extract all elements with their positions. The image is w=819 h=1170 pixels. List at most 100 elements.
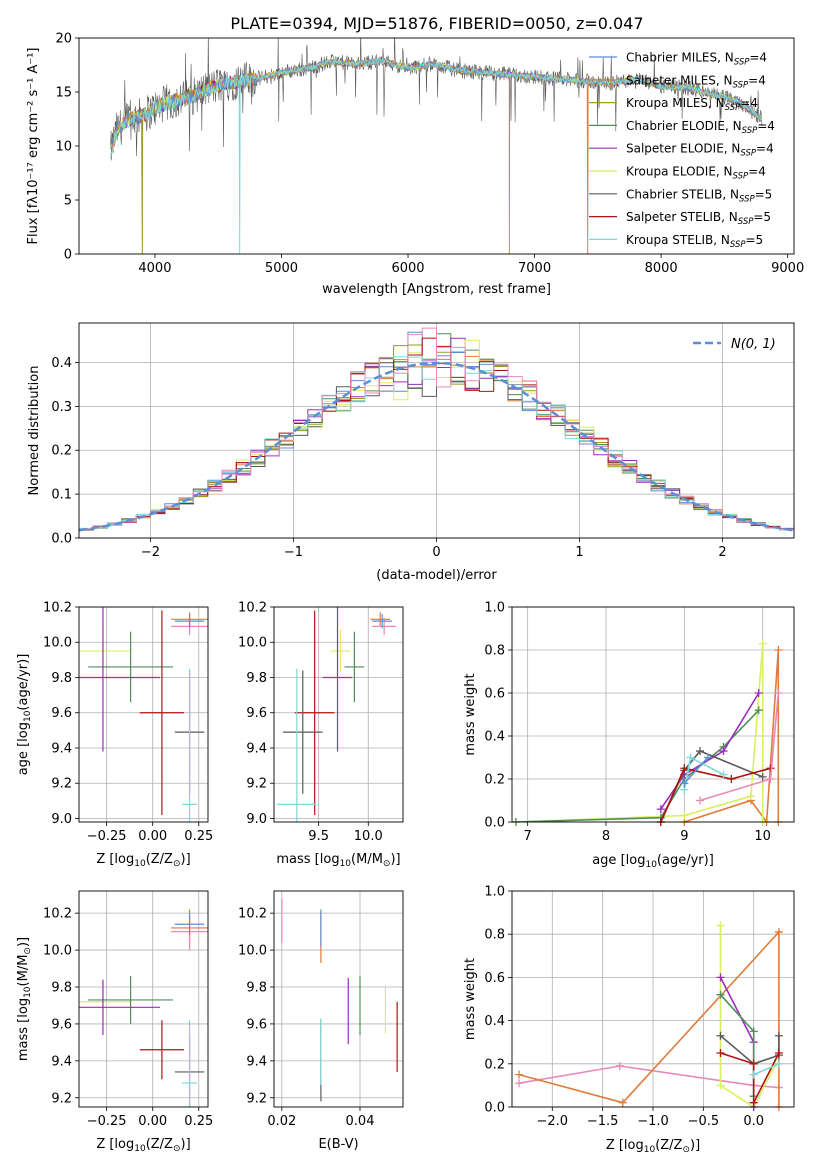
axis-label-part: ⊙ [23, 947, 33, 955]
weight-marker-salpeter_stelib [749, 1098, 758, 1107]
x-axis-label: (data-model)/error [376, 568, 497, 583]
axis-label-part: mass [log [16, 998, 31, 1061]
axis-label-part: )] [16, 937, 31, 947]
x-axis-label: Z [log10(Z/Z⊙)] [96, 852, 190, 869]
y-tick-label: 0.0 [484, 1101, 505, 1116]
axis-label-part: )] [390, 852, 400, 867]
legend-eq: =5 [755, 187, 773, 201]
weight-marker-kroupa_stelib [774, 1059, 783, 1068]
legend-name: Chabrier MILES, N [626, 51, 734, 65]
y-tick-label: 9.4 [51, 1054, 72, 1069]
x-tick-label: 0 [432, 545, 440, 560]
legend-eq: =4 [748, 165, 766, 179]
y-tick-label: 9.8 [246, 671, 267, 686]
x-axis-label: E(B-V) [318, 1137, 358, 1152]
x-tick-label: 0.0 [743, 1114, 764, 1129]
legend-sub: SSP [725, 103, 741, 113]
y-tick-label: 10.2 [238, 907, 267, 922]
y-tick-label: 0.6 [484, 687, 505, 702]
legend-name: Kroupa MILES, N [626, 96, 725, 110]
legend-name: Chabrier ELODIE, N [626, 119, 742, 133]
axis-label-part: ⊙ [682, 1145, 690, 1155]
axes-frame [511, 606, 795, 823]
legend-label: Chabrier MILES, NSSP=4 [626, 51, 767, 68]
x-axis-label: wavelength [Angstrom, rest frame] [322, 282, 551, 297]
y-tick-label: 10.0 [43, 944, 72, 959]
x-tick-label: 10 [754, 829, 771, 844]
y-tick-label: 9.2 [246, 777, 267, 792]
y-tick-label: 10.0 [43, 636, 72, 651]
x-tick-label: 2 [718, 545, 726, 560]
weight-marker-chabrier_elodie [716, 990, 725, 999]
legend-name: Chabrier STELIB, N [626, 187, 739, 201]
axis-label-part: 10 [340, 859, 352, 869]
weight-marker-kroupa_stelib [719, 770, 728, 779]
y-tick-label: 0.0 [51, 532, 72, 547]
y-tick-label: 1.0 [484, 601, 505, 616]
weight-marker-kroupa_elodie [716, 1081, 725, 1090]
y-tick-label: 20 [55, 32, 72, 47]
axis-label-part: )] [181, 852, 191, 867]
legend-eq: =4 [757, 119, 775, 133]
y-tick-label: 0.1 [51, 488, 72, 503]
x-tick-label: 0.02 [267, 1114, 296, 1129]
y-tick-label: 0.2 [51, 444, 72, 459]
legend-sub: SSP [739, 194, 755, 204]
residual-hist-chart: −2 −1 0 1 2 0.0 0.1 0.2 0.3 0.4 (data-model)/error… [27, 322, 795, 583]
y-axis-label: Flux [fλ10⁻¹⁷ erg cm⁻² s⁻¹ A⁻¹] [26, 48, 41, 245]
axes-frame [78, 37, 795, 255]
legend-name: Salpeter ELODIE, N [626, 142, 740, 156]
weight-marker-chabrier_miles [703, 753, 712, 762]
x-tick-label: −2 [141, 545, 160, 560]
axis-label-part: 10 [134, 1144, 146, 1154]
legend-eq: =4 [756, 142, 774, 156]
axis-label-part: (M/M [16, 955, 31, 987]
weight-line-kroupa_elodie [515, 643, 764, 822]
y-tick-label: 9.8 [51, 671, 72, 686]
weight-marker-salpeter_miles [774, 928, 783, 937]
y-tick-label: 9.2 [246, 1091, 267, 1106]
y-tick-label: 9.6 [246, 1017, 267, 1032]
axis-label-part: 10 [23, 710, 33, 722]
x-tick-label: 8000 [645, 261, 678, 276]
x-tick-label: −0.25 [87, 829, 127, 844]
legend-name: Kroupa ELODIE, N [626, 165, 733, 179]
weight-marker-kroupa_stelib [749, 1070, 758, 1079]
legend-sub: SSP [733, 80, 749, 90]
age_vs_z-chart: −0.25 0.00 0.25 9.0 9.2 9.4 9.6 9.8 10.0 10.2 Z [l… [16, 601, 213, 870]
age_vs_mass-chart: 9.5 10.0 9.0 9.2 9.4 9.6 9.8 10.0 10.2 mass [log1… [238, 601, 404, 869]
x-tick-label: 7 [524, 829, 532, 844]
weight-marker-salpeter_stelib [680, 764, 689, 773]
legend-label: Salpeter MILES, NSSP=4 [626, 73, 766, 90]
y-tick-label: 0.0 [484, 816, 505, 831]
axis-label-part: )] [690, 1138, 700, 1153]
axis-label-part: 10 [134, 859, 146, 869]
y-axis-label: mass [log10(M/M⊙)] [16, 937, 33, 1061]
weight-line-salpeter_miles [518, 929, 780, 1107]
y-tick-label: 0.8 [484, 928, 505, 943]
x-axis-label: age [log10(age/yr)] [592, 853, 714, 870]
weight-line-chabrier_stelib [719, 1035, 780, 1065]
y-axis-label: Normed distribution [27, 366, 42, 496]
x-tick-label: 10.0 [354, 829, 383, 844]
weight-marker-salpeter_elodie [716, 973, 725, 982]
legend-label: N(0, 1) [731, 337, 776, 352]
y-tick-label: 5 [64, 194, 72, 209]
weight-marker-chabrier_elodie [754, 706, 763, 715]
weight-line-salpeter_stelib [660, 767, 771, 822]
axes-frame [78, 606, 209, 823]
x-tick-label: 7000 [518, 261, 551, 276]
axes-frame [511, 890, 795, 1108]
weight-marker-chabrier_miles [680, 779, 689, 788]
legend-label: Kroupa ELODIE, NSSP=4 [626, 165, 766, 182]
x-tick-label: 5000 [265, 261, 298, 276]
axis-label-part: (age/yr)] [16, 654, 31, 711]
axis-label-part: 10 [645, 860, 657, 870]
mass_vs_ebv-chart: 0.02 0.04 9.2 9.4 9.6 9.8 10.0 10.2 E(B-V) [238, 890, 404, 1152]
weight_vs_z-chart: −2.0 −1.5 −1.0 −0.5 0.0 0.0 0.2 0.4 0.6 0.8 1.0 Z [… [463, 885, 795, 1155]
legend-sub: SSP [730, 240, 746, 250]
x-axis-label: Z [log10(Z/Z⊙)] [606, 1138, 700, 1155]
y-tick-label: 0.4 [51, 356, 72, 371]
legend-name: Salpeter MILES, N [626, 73, 733, 87]
